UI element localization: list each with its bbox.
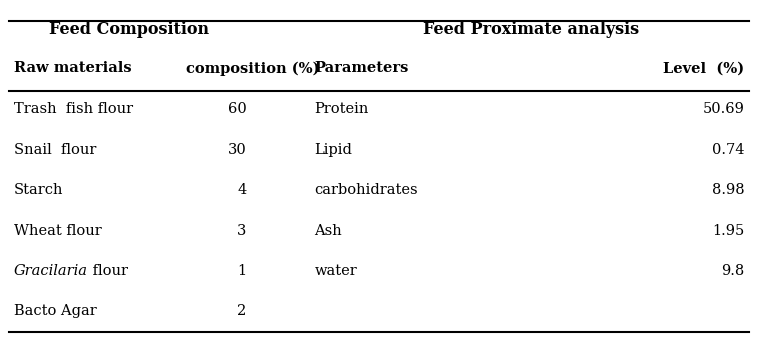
Text: 2: 2 [237,304,246,318]
Text: Trash  fish flour: Trash fish flour [14,103,133,116]
Text: Protein: Protein [315,103,369,116]
Text: Lipid: Lipid [315,143,352,157]
Text: 30: 30 [227,143,246,157]
Text: 4: 4 [237,183,246,197]
Text: Parameters: Parameters [315,62,409,75]
Text: Wheat flour: Wheat flour [14,224,102,237]
Text: 1: 1 [237,264,246,278]
Text: 50.69: 50.69 [703,103,744,116]
Text: 60: 60 [227,103,246,116]
Text: Gracilaria: Gracilaria [14,264,88,278]
Text: Feed Composition: Feed Composition [49,21,209,38]
Text: 1.95: 1.95 [712,224,744,237]
Text: 3: 3 [237,224,246,237]
Text: Bacto Agar: Bacto Agar [14,304,96,318]
Text: 0.74: 0.74 [712,143,744,157]
Text: 8.98: 8.98 [712,183,744,197]
Text: water: water [315,264,357,278]
Text: Starch: Starch [14,183,63,197]
Text: Snail  flour: Snail flour [14,143,96,157]
Text: carbohidrates: carbohidrates [315,183,418,197]
Text: Level  (%): Level (%) [663,62,744,75]
Text: flour: flour [88,264,128,278]
Text: composition (%): composition (%) [186,61,319,76]
Text: Feed Proximate analysis: Feed Proximate analysis [422,21,639,38]
Text: Ash: Ash [315,224,343,237]
Text: 9.8: 9.8 [721,264,744,278]
Text: Raw materials: Raw materials [14,62,131,75]
